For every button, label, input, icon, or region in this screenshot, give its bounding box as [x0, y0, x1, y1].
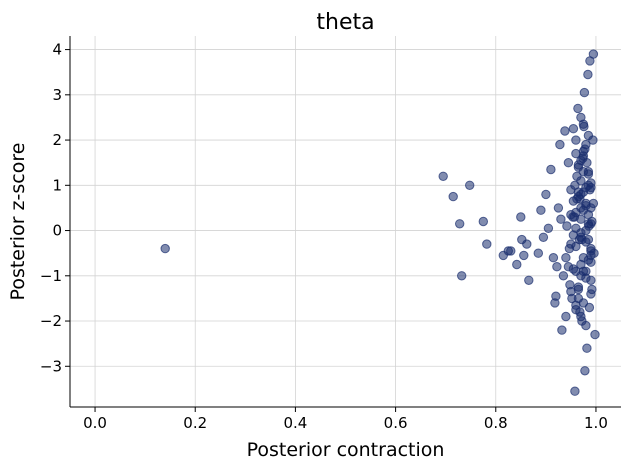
data-point [519, 250, 529, 261]
data-point [568, 264, 579, 274]
data-point [586, 182, 596, 193]
data-point [562, 221, 572, 231]
data-point [576, 311, 586, 322]
chart-title: theta [316, 10, 374, 35]
data-point [583, 130, 594, 141]
data-point [552, 262, 562, 272]
data-point [576, 214, 586, 224]
data-point [557, 325, 567, 335]
data-point [478, 216, 488, 227]
data-point [590, 329, 600, 340]
y-tick-label: −3 [40, 357, 62, 375]
data-point [560, 126, 570, 136]
data-point [561, 253, 571, 263]
data-point [573, 103, 583, 114]
data-point [586, 246, 596, 256]
y-tick-label: 4 [52, 41, 62, 59]
data-point [448, 191, 458, 202]
data-point [566, 286, 576, 297]
data-point [561, 311, 571, 322]
data-point [536, 205, 546, 215]
x-tick-label: 1.0 [584, 414, 608, 432]
data-point [543, 223, 554, 234]
data-point [558, 271, 569, 281]
data-point [438, 171, 448, 182]
data-point [578, 119, 589, 129]
data-point [571, 305, 581, 315]
data-point [506, 246, 516, 256]
x-tick-label: 0.6 [384, 414, 408, 432]
data-point [563, 158, 574, 168]
data-point [581, 201, 591, 211]
data-point [512, 259, 522, 270]
data-point [576, 176, 586, 186]
data-point [578, 146, 589, 157]
y-tick-label: 3 [52, 86, 62, 104]
data-point [581, 273, 591, 283]
data-point [582, 343, 592, 353]
data-point [160, 243, 170, 254]
data-point [533, 248, 543, 258]
x-tick-label: 0.4 [283, 414, 307, 432]
data-points [160, 49, 600, 396]
data-point [568, 124, 579, 134]
data-point [553, 203, 564, 213]
data-point [457, 271, 467, 281]
data-point [576, 259, 586, 270]
data-point [465, 180, 475, 191]
data-point [581, 320, 591, 331]
data-point [578, 187, 589, 197]
data-point [570, 386, 580, 396]
data-point [571, 241, 581, 252]
data-point [580, 366, 590, 376]
gridlines [70, 36, 621, 407]
data-point [516, 212, 526, 222]
data-point [586, 289, 596, 299]
data-point [541, 189, 551, 200]
data-point [548, 253, 559, 263]
y-axis-label: Posterior z-score [7, 143, 29, 301]
data-point [538, 232, 549, 243]
y-tick-label: 1 [52, 176, 62, 194]
data-point [576, 232, 586, 243]
y-tick-label: 0 [52, 222, 62, 240]
data-point [522, 239, 532, 249]
x-ticks: 0.0 0.2 0.4 0.6 0.8 1.0 [83, 407, 608, 432]
data-point [573, 282, 584, 292]
data-point [588, 49, 599, 59]
x-tick-label: 0.2 [183, 414, 207, 432]
data-point [579, 87, 590, 98]
x-tick-label: 0.0 [83, 414, 107, 432]
data-point [556, 214, 566, 224]
y-tick-label: −2 [40, 312, 62, 330]
x-axis-label: Posterior contraction [247, 439, 445, 461]
y-tick-label: 2 [52, 131, 62, 149]
data-point [555, 139, 565, 150]
data-point [583, 169, 594, 179]
y-ticks: −3 −2 −1 0 1 2 3 4 [40, 41, 70, 375]
data-point [583, 219, 594, 229]
data-point [455, 219, 465, 229]
data-point [571, 135, 581, 145]
data-point [546, 164, 556, 175]
data-point [583, 210, 594, 220]
data-point [482, 239, 492, 249]
data-point [524, 275, 534, 285]
data-point [573, 160, 584, 170]
data-point [551, 291, 561, 301]
x-tick-label: 0.8 [484, 414, 508, 432]
y-tick-label: −1 [40, 267, 62, 285]
data-point [583, 69, 593, 80]
data-point [566, 210, 576, 220]
